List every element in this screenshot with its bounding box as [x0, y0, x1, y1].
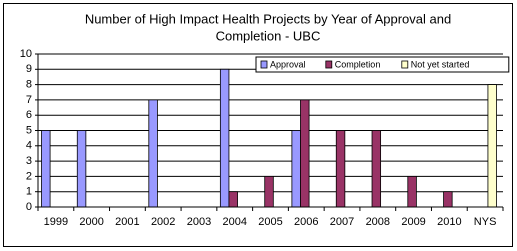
y-tick-label: 2	[26, 170, 32, 182]
legend-swatch	[401, 60, 409, 69]
x-tick-label: 2008	[366, 216, 390, 228]
bar	[264, 175, 274, 208]
chart-title: Completion - UBC	[216, 28, 321, 43]
x-tick-label: 2006	[294, 216, 318, 228]
bar	[228, 191, 238, 208]
x-tick-label: 2000	[79, 216, 103, 228]
chart-border	[3, 3, 513, 247]
y-tick-label: 10	[20, 48, 32, 60]
x-tick-label: 2005	[258, 216, 282, 228]
bar	[291, 130, 301, 208]
x-tick-label: 1999	[44, 216, 68, 228]
bar	[76, 130, 87, 208]
x-tick-label: 2007	[330, 216, 354, 228]
x-tick-label: 2010	[437, 216, 461, 228]
bar	[41, 130, 51, 208]
y-tick-label: 7	[26, 94, 32, 106]
bar	[407, 175, 417, 208]
bar	[487, 84, 497, 208]
bar	[148, 99, 158, 208]
legend-swatch	[325, 60, 333, 69]
chart-title: Number of High Impact Health Projects by…	[85, 11, 451, 26]
bar	[371, 130, 382, 208]
legend-label: Approval	[270, 59, 306, 69]
bar	[443, 191, 453, 208]
y-tick-label: 0	[26, 201, 32, 213]
x-tick-label: 2001	[115, 216, 139, 228]
y-tick-label: 3	[26, 155, 32, 167]
bar	[219, 68, 230, 208]
x-tick-label: 2002	[151, 216, 175, 228]
legend-label: Completion	[335, 59, 381, 69]
x-tick-label: 2003	[187, 216, 211, 228]
legend-label: Not yet started	[411, 59, 470, 69]
legend-box	[255, 56, 510, 73]
y-tick-label: 1	[26, 186, 32, 198]
bar	[300, 99, 310, 208]
y-tick-label: 9	[26, 63, 32, 75]
x-tick-label: 2004	[222, 216, 246, 228]
bar	[335, 130, 346, 208]
y-tick-label: 6	[26, 109, 32, 121]
y-tick-label: 8	[26, 79, 32, 91]
y-tick-label: 4	[26, 140, 32, 152]
x-tick-label: 2009	[401, 216, 425, 228]
y-tick-label: 5	[26, 124, 32, 136]
legend-swatch	[260, 60, 268, 69]
x-tick-label: NYS	[474, 216, 497, 228]
